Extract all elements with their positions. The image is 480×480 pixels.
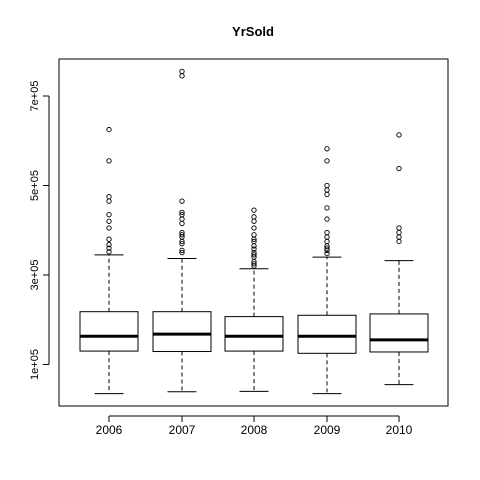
outlier-point: [106, 194, 112, 200]
x-tick-label: 2008: [241, 423, 268, 437]
outlier-point: [251, 214, 257, 220]
outlier-point: [251, 249, 257, 256]
outlier-point: [396, 165, 402, 172]
outlier-point: [324, 191, 330, 198]
outlier-point: [106, 211, 112, 218]
outlier-point: [396, 229, 402, 236]
outlier-point: [179, 211, 185, 218]
outlier-point: [324, 238, 330, 245]
outlier-point: [179, 209, 185, 216]
outlier-point: [106, 126, 112, 133]
y-tick-label: 1e+05: [29, 349, 41, 380]
outlier-point: [179, 232, 185, 238]
y-tick-label: 5e+05: [29, 170, 41, 201]
outlier-point: [324, 229, 330, 236]
outlier-point: [324, 234, 330, 240]
chart-title: YrSold: [232, 24, 274, 39]
outlier-point: [251, 261, 257, 267]
outlier-point: [396, 225, 402, 231]
outlier-point: [179, 229, 185, 236]
outlier-point: [251, 252, 257, 258]
box-series: [79, 68, 429, 395]
plot-frame: [58, 58, 449, 407]
outlier-point: [324, 245, 330, 251]
outlier-point: [179, 198, 185, 204]
outlier-point: [251, 218, 257, 224]
box-2010: [369, 132, 429, 386]
iqr-box: [297, 314, 357, 354]
outlier-point: [106, 236, 112, 242]
outlier-point: [179, 241, 185, 247]
outlier-point: [106, 245, 112, 251]
outlier-point: [324, 146, 330, 152]
outlier-point: [179, 220, 185, 227]
y-tick-label: 3e+05: [29, 260, 41, 291]
outlier-point: [179, 73, 185, 79]
box-2006: [79, 126, 139, 395]
box-2007: [152, 68, 212, 393]
y-tick-label: 7e+05: [29, 81, 41, 112]
box-2008: [224, 207, 284, 392]
outlier-point: [396, 238, 402, 245]
y-axis: 1e+05 3e+05 5e+05 7e+05: [29, 81, 50, 380]
outlier-point: [396, 132, 402, 138]
outlier-point: [179, 247, 185, 254]
outlier-point: [106, 198, 112, 204]
outlier-point: [251, 207, 257, 213]
outlier-point: [106, 158, 112, 164]
iqr-box: [224, 316, 284, 352]
outlier-point: [396, 234, 402, 240]
x-tick-label: 2007: [169, 423, 196, 437]
box-2009: [297, 146, 357, 395]
outlier-point: [251, 238, 257, 245]
outlier-point: [324, 216, 330, 222]
iqr-box: [152, 311, 212, 353]
outlier-point: [324, 187, 330, 193]
outlier-point: [251, 232, 257, 238]
outlier-point: [106, 225, 112, 231]
x-tick-label: 2009: [314, 423, 341, 437]
outlier-point: [106, 218, 112, 224]
outlier-point: [251, 243, 257, 249]
outlier-point: [179, 68, 185, 75]
outlier-point: [179, 249, 185, 256]
iqr-box: [79, 311, 139, 352]
x-tick-label: 2010: [386, 423, 413, 437]
outlier-point: [324, 158, 330, 164]
x-axis: 2006 2007 2008 2009 2010: [96, 415, 413, 437]
iqr-box: [369, 313, 429, 353]
outlier-point: [324, 250, 330, 257]
outlier-point: [324, 205, 330, 211]
x-tick-label: 2006: [96, 423, 123, 437]
outlier-point: [251, 246, 257, 252]
outlier-point: [106, 249, 112, 255]
outlier-point: [179, 216, 185, 222]
outlier-point: [324, 182, 330, 189]
outlier-point: [106, 241, 112, 248]
outlier-point: [251, 225, 257, 231]
